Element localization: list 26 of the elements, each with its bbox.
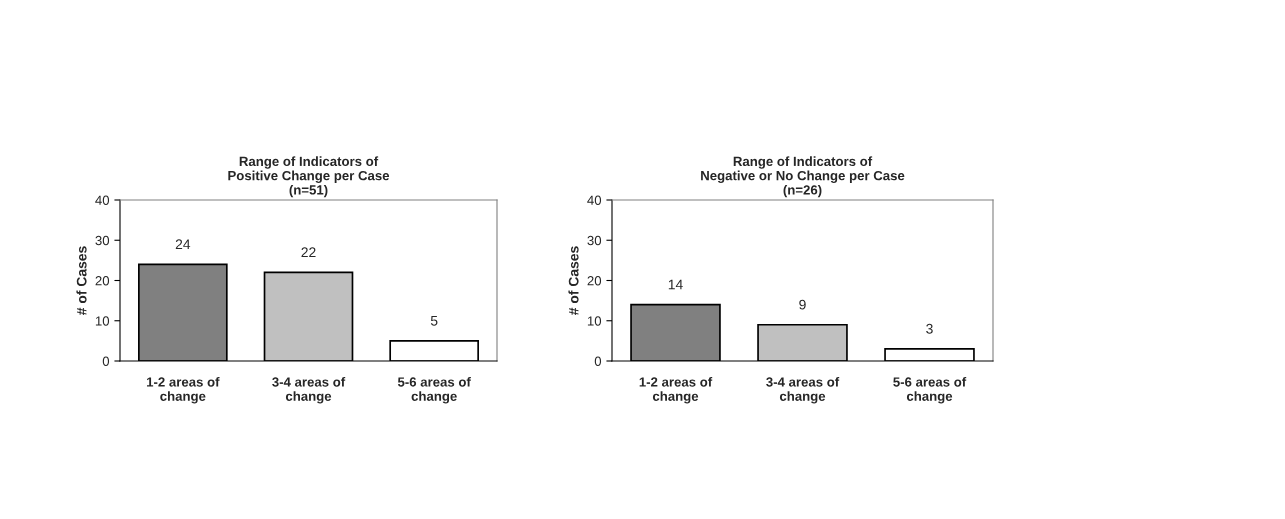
y-tick-label: 20: [95, 276, 110, 286]
x-tick-label: 1-2 areas of change: [147, 376, 220, 404]
x-tick-label: 5-6 areas of change: [397, 376, 471, 404]
data-label: 3: [926, 323, 933, 334]
y-tick-label: 30: [587, 235, 602, 246]
x-tick-label: 3-4 areas of change: [766, 376, 840, 404]
y-tick-label: 0: [594, 356, 602, 366]
data-label: 22: [301, 247, 316, 258]
data-label: 24: [175, 239, 191, 250]
y-tick-label: 40: [95, 195, 110, 205]
x-tick-label: 5-6 areas of change: [893, 376, 967, 404]
data-label: 14: [668, 279, 683, 290]
y-tick-label: 20: [587, 276, 602, 286]
data-label: 9: [799, 299, 806, 310]
y-axis-title: # of Cases: [76, 246, 87, 315]
data-label: 5: [430, 315, 438, 326]
y-tick-label: 10: [95, 316, 110, 326]
x-tick-label: 3-4 areas of change: [272, 376, 346, 404]
y-tick-label: 40: [587, 195, 602, 205]
chart-title: Range of Indicators of Positive Change per Case (n=51): [228, 156, 390, 198]
y-tick-label: 30: [95, 235, 110, 246]
x-tick-label: 1-2 areas of change: [639, 376, 713, 404]
y-tick-label: 10: [587, 316, 602, 326]
y-axis-title: # of Cases: [568, 246, 579, 315]
chart-title: Range of Indicators of Negative or No Change per Case (n=26): [701, 156, 905, 198]
y-tick-label: 0: [102, 356, 110, 366]
